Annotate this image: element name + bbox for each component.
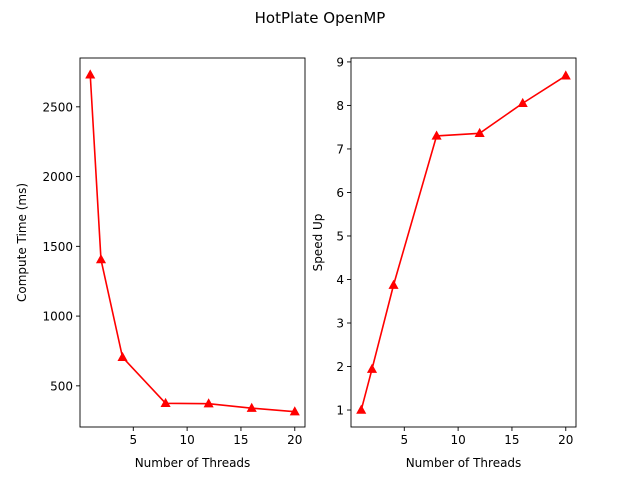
compute-time-data-point xyxy=(246,402,257,412)
speed-up-data-point xyxy=(560,70,571,80)
compute-time-x-tick-label: 20 xyxy=(287,433,302,447)
speed-up-x-tick-label: 15 xyxy=(504,433,519,447)
speed-up-y-tick-label: 1 xyxy=(336,404,344,418)
speed-up-y-tick-label: 8 xyxy=(336,99,344,113)
compute-time-x-tick-label: 15 xyxy=(233,433,248,447)
speed-up-series-line xyxy=(360,75,567,411)
speed-up-y-tick-label: 6 xyxy=(336,186,344,200)
speed-up-y-tick-label: 7 xyxy=(336,142,344,156)
speed-up-data-point xyxy=(388,279,399,289)
speed-up-data-point xyxy=(474,127,485,137)
compute-time-y-tick-label: 1500 xyxy=(42,240,73,254)
speed-up-y-tick-label: 3 xyxy=(336,317,344,331)
speed-up-y-tick-label: 4 xyxy=(336,273,344,287)
compute-time-data-point xyxy=(117,351,128,361)
speed-up-y-tick-label: 5 xyxy=(336,229,344,243)
speed-up-data-point xyxy=(431,130,442,140)
compute-time-y-tick-label: 500 xyxy=(50,379,73,393)
speed-up-y-axis-label: Speed Up xyxy=(311,214,325,272)
compute-time-data-point xyxy=(289,406,300,416)
speed-up-x-tick-label: 20 xyxy=(558,433,573,447)
speed-up-x-tick-label: 10 xyxy=(450,433,465,447)
speed-up-chart: 5 10 15 20 1 2 3 4 5 6 7 8 9 Number of Threads Speed U… xyxy=(311,55,577,470)
compute-time-x-axis-label: Number of Threads xyxy=(135,456,251,470)
compute-time-series-line xyxy=(89,74,295,413)
compute-time-x-tick-label: 10 xyxy=(179,433,194,447)
speed-up-data-point xyxy=(517,97,528,107)
speed-up-x-axis-label: Number of Threads xyxy=(406,456,522,470)
compute-time-x-tick-label: 5 xyxy=(129,433,137,447)
speed-up-data-point xyxy=(366,363,378,373)
compute-time-data-point xyxy=(85,69,96,79)
speed-up-y-tick-label: 2 xyxy=(336,360,344,374)
compute-time-data-point xyxy=(160,397,171,407)
compute-time-data-point xyxy=(203,398,214,408)
compute-time-data-point xyxy=(95,254,107,264)
speed-up-axes-frame xyxy=(350,57,577,428)
compute-time-chart: 5 10 15 20 500 1000 1500 2000 2500 Number of Thre… xyxy=(15,57,306,470)
speed-up-data-point xyxy=(356,404,367,414)
figure-title: HotPlate OpenMP xyxy=(255,9,386,27)
compute-time-axes-frame xyxy=(79,57,306,428)
compute-time-y-axis-label: Compute Time (ms) xyxy=(15,183,29,302)
speed-up-x-tick-label: 5 xyxy=(400,433,408,447)
compute-time-y-tick-label: 1000 xyxy=(42,310,73,324)
speed-up-y-tick-label: 9 xyxy=(336,55,344,69)
compute-time-y-tick-label: 2500 xyxy=(42,100,73,114)
compute-time-y-tick-label: 2000 xyxy=(42,170,73,184)
